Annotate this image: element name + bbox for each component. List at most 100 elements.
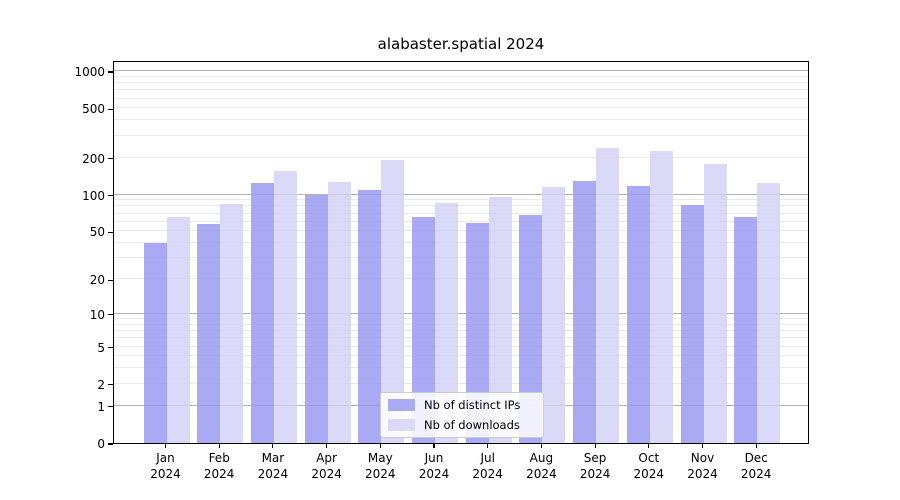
y-tick-label-2: 2: [97, 377, 105, 392]
x-tick-label-year: 2024: [365, 466, 396, 481]
x-tick-label-year: 2024: [311, 466, 342, 481]
gridline-900: [114, 75, 808, 77]
x-tick-label-month: Apr: [316, 451, 337, 465]
legend-swatch-distinct-ips-icon: [388, 399, 415, 411]
y-tick-mark-2: [108, 384, 113, 386]
x-tick-label-month: Dec: [744, 451, 768, 465]
y-tick-label-5: 5: [97, 340, 105, 355]
x-tick-label-nov: Nov 2024: [680, 451, 726, 482]
x-tick-label-may: May 2024: [357, 451, 403, 482]
plot-area: Nb of distinct IPs Nb of downloads: [113, 61, 809, 444]
x-tick-label-month: Jun: [424, 451, 444, 465]
bar-distinct-ips-jul: [465, 222, 489, 443]
bar-downloads-may: [381, 159, 405, 443]
bar-downloads-nov: [703, 164, 727, 443]
x-tick-label-month: Jul: [480, 451, 495, 465]
x-tick-label-year: 2024: [579, 466, 611, 481]
gridline-50: [114, 230, 808, 232]
bar-distinct-ips-mar: [250, 183, 274, 443]
gridline-30: [114, 257, 808, 259]
x-tick-label-month: Oct: [638, 451, 660, 465]
x-tick-mark-feb: [218, 444, 220, 448]
bar-downloads-jan: [166, 217, 190, 443]
gridline-5: [114, 345, 808, 347]
legend-item-distinct-ips: Nb of distinct IPs: [388, 398, 536, 412]
bar-distinct-ips-apr: [304, 194, 328, 443]
gridline-800: [114, 82, 808, 83]
gridline-4: [114, 355, 808, 357]
bar-downloads-jun: [435, 202, 458, 443]
gridline-90: [114, 199, 808, 201]
x-tick-mark-jan: [164, 444, 167, 448]
gridline-300: [114, 134, 808, 136]
x-tick-label-year: 2024: [526, 466, 557, 481]
legend-swatch-downloads-icon: [388, 419, 415, 431]
x-tick-label-year: 2024: [740, 466, 772, 481]
x-tick-label-month: Feb: [208, 451, 230, 465]
x-tick-label-year: 2024: [633, 466, 665, 481]
x-tick-label-year: 2024: [150, 466, 181, 481]
bar-distinct-ips-jun: [412, 216, 435, 443]
bar-distinct-ips-nov: [680, 205, 704, 443]
gridline-600: [114, 97, 808, 99]
y-tick-mark-50: [108, 231, 113, 233]
x-tick-mark-mar: [272, 444, 274, 448]
bar-downloads-sep: [596, 148, 620, 443]
gridline-7: [114, 330, 808, 331]
gridline-9: [114, 318, 808, 319]
y-tick-label-500: 500: [82, 102, 105, 117]
bars-layer: [114, 62, 808, 443]
y-tick-label-200: 200: [82, 151, 105, 166]
bar-distinct-ips-oct: [626, 185, 650, 443]
chart-title: alabaster.spatial 2024: [377, 35, 545, 53]
gridline-10: [114, 312, 808, 314]
y-tick-label-1000: 1000: [74, 65, 105, 79]
x-tick-mark-nov: [701, 444, 704, 448]
gridline-1000: [114, 70, 808, 71]
gridline-8: [114, 323, 808, 325]
bar-distinct-ips-feb: [197, 224, 221, 443]
x-tick-label-jun: Jun 2024: [411, 451, 457, 482]
legend-item-downloads: Nb of downloads: [388, 418, 536, 432]
x-tick-label-year: 2024: [472, 466, 503, 481]
bar-distinct-ips-aug: [519, 215, 543, 443]
bar-downloads-dec: [757, 183, 781, 443]
gridline-60: [114, 220, 808, 222]
bar-distinct-ips-may: [358, 189, 382, 443]
x-tick-label-apr: Apr 2024: [304, 451, 350, 482]
gridline-20: [114, 278, 808, 280]
x-tick-label-month: Nov: [690, 451, 715, 465]
x-tick-label-month: Aug: [529, 451, 554, 465]
gridline-400: [114, 119, 808, 121]
y-tick-label-1: 1: [97, 399, 105, 414]
x-tick-label-month: May: [367, 451, 393, 465]
x-tick-mark-dec: [755, 444, 757, 448]
x-tick-label-year: 2024: [203, 466, 235, 481]
x-tick-label-year: 2024: [687, 466, 718, 481]
x-tick-label-oct: Oct 2024: [626, 451, 672, 482]
bar-downloads-feb: [220, 203, 244, 443]
bar-downloads-oct: [649, 150, 673, 443]
gridline-80: [114, 205, 808, 207]
y-tick-label-50: 50: [89, 225, 105, 240]
y-tick-label-20: 20: [89, 273, 105, 288]
x-tick-label-month: Mar: [261, 451, 285, 465]
gridline-500: [114, 107, 808, 109]
legend-label-downloads: Nb of downloads: [424, 418, 520, 432]
y-tick-mark-1: [108, 406, 113, 408]
gridline-40: [114, 242, 808, 244]
x-tick-label-mar: Mar 2024: [250, 451, 296, 482]
bar-distinct-ips-jan: [143, 243, 167, 443]
x-tick-label-sep: Sep 2024: [572, 451, 618, 482]
x-tick-mark-jun: [433, 444, 435, 448]
gridline-200: [114, 156, 808, 158]
x-tick-mark-oct: [648, 444, 650, 448]
x-tick-label-year: 2024: [257, 466, 289, 481]
x-tick-mark-sep: [594, 444, 596, 448]
y-tick-mark-10: [108, 314, 113, 316]
grid-layer: [114, 62, 808, 443]
x-tick-label-month: Jan: [156, 451, 175, 465]
x-tick-label-jan: Jan 2024: [143, 451, 189, 482]
bar-distinct-ips-sep: [573, 181, 597, 443]
bar-downloads-jul: [488, 197, 512, 443]
